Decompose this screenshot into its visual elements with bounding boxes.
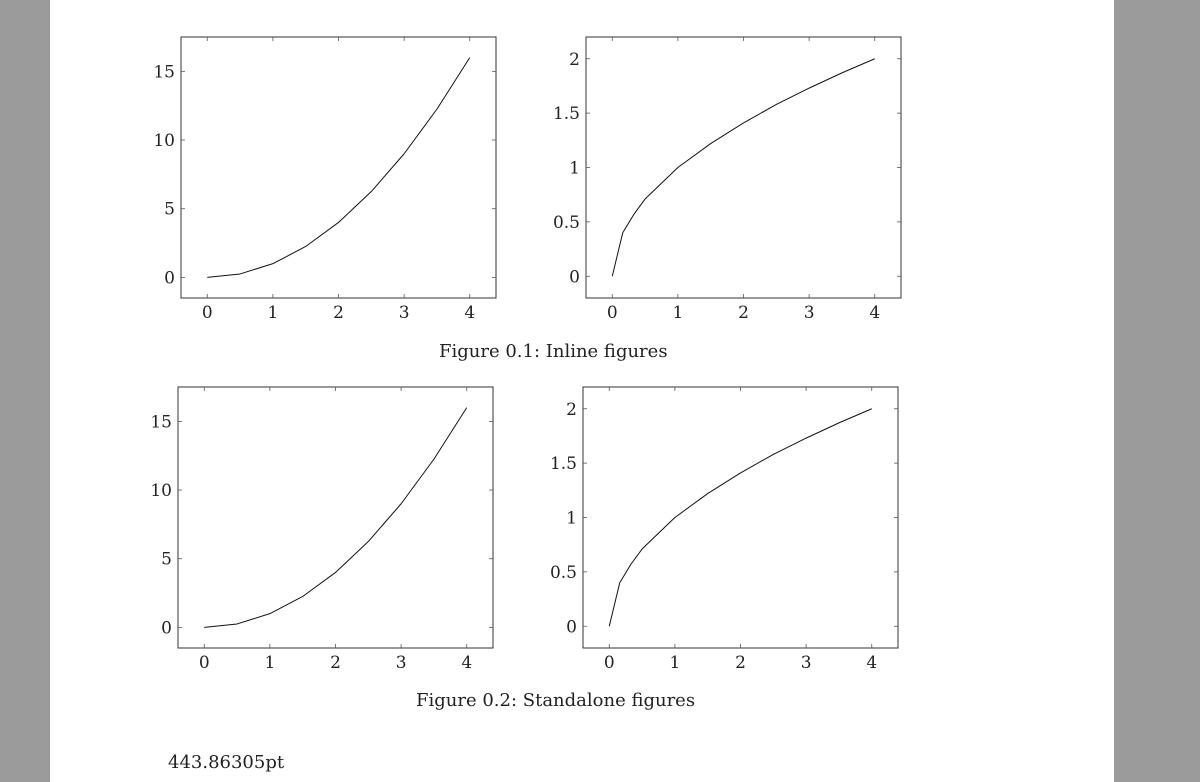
- chart-1-ytick-label: 0: [164, 268, 175, 288]
- chart-4-ytick-label: 0: [566, 617, 577, 637]
- chart-2-xtick-label: 3: [804, 303, 815, 323]
- chart-4-frame: [582, 386, 899, 649]
- chart-1-ytick-label: 15: [153, 62, 175, 82]
- chart-3-ytick-label: 5: [161, 550, 172, 570]
- chart-3: 0 1 2 3 4 0 5 10 15: [150, 386, 494, 673]
- chart-1-series-line: [207, 57, 471, 278]
- chart-4-xtick-label: 1: [669, 653, 680, 673]
- chart-1-xtick-label: 3: [399, 303, 410, 323]
- chart-1-xtick-label: 1: [267, 303, 278, 323]
- chart-1-xtick-label: 2: [333, 303, 344, 323]
- chart-4-xtick-label: 2: [735, 653, 746, 673]
- chart-2-ytick-label: 1: [569, 159, 580, 179]
- chart-3-xtick-label: 1: [264, 653, 275, 673]
- chart-4-xtick-label: 0: [604, 653, 615, 673]
- chart-3-frame: [177, 386, 494, 649]
- chart-1-xtick-label: 0: [202, 303, 213, 323]
- chart-4-ytick-label: 0.5: [550, 563, 577, 583]
- chart-4-xtick-label: 3: [801, 653, 812, 673]
- chart-3-ytick-label: 10: [150, 481, 172, 501]
- chart-3-ytick-label: 0: [161, 618, 172, 638]
- chart-3-xtick-label: 4: [461, 653, 472, 673]
- chart-1-ytick-label: 5: [164, 200, 175, 220]
- chart-1-ytick-label: 10: [153, 131, 175, 151]
- chart-3-xtick-label: 0: [199, 653, 210, 673]
- document-page: 0 1 2 3 4 0 5 10 15 0 1 2 3 4 0 0.5 1 1.5 2 0 1 2 3 4 0 5 10 15 0 1 2 3…: [50, 0, 1114, 782]
- chart-1-frame: [180, 36, 497, 299]
- chart-2-ytick-label: 0: [569, 267, 580, 287]
- chart-2-ytick-label: 2: [569, 50, 580, 70]
- chart-2-xtick-label: 0: [607, 303, 618, 323]
- chart-3-ytick-label: 15: [150, 412, 172, 432]
- chart-3-xtick-label: 3: [396, 653, 407, 673]
- chart-3-series-line: [204, 407, 468, 628]
- chart-2-series-line: [611, 58, 875, 277]
- chart-2: 0 1 2 3 4 0 0.5 1 1.5 2: [553, 36, 902, 323]
- chart-2-xtick-label: 2: [738, 303, 749, 323]
- page-footer-text: 443.86305pt: [168, 752, 285, 773]
- chart-2-frame: [585, 36, 902, 299]
- chart-2-ytick-label: 1.5: [553, 104, 580, 124]
- chart-2-xtick-label: 4: [869, 303, 880, 323]
- chart-2-xtick-label: 1: [672, 303, 683, 323]
- chart-1: 0 1 2 3 4 0 5 10 15: [153, 36, 497, 323]
- chart-4-series-line: [608, 408, 872, 627]
- chart-4-ytick-label: 1: [566, 509, 577, 529]
- chart-3-xtick-label: 2: [330, 653, 341, 673]
- chart-4-ytick-label: 1.5: [550, 454, 577, 474]
- chart-4: 0 1 2 3 4 0 0.5 1 1.5 2: [550, 386, 899, 673]
- chart-4-ytick-label: 2: [566, 400, 577, 420]
- chart-1-xtick-label: 4: [464, 303, 475, 323]
- chart-2-ytick-label: 0.5: [553, 213, 580, 233]
- chart-4-xtick-label: 4: [866, 653, 877, 673]
- figure-caption-1: Figure 0.1: Inline figures: [439, 341, 668, 362]
- figure-caption-2: Figure 0.2: Standalone figures: [416, 690, 696, 711]
